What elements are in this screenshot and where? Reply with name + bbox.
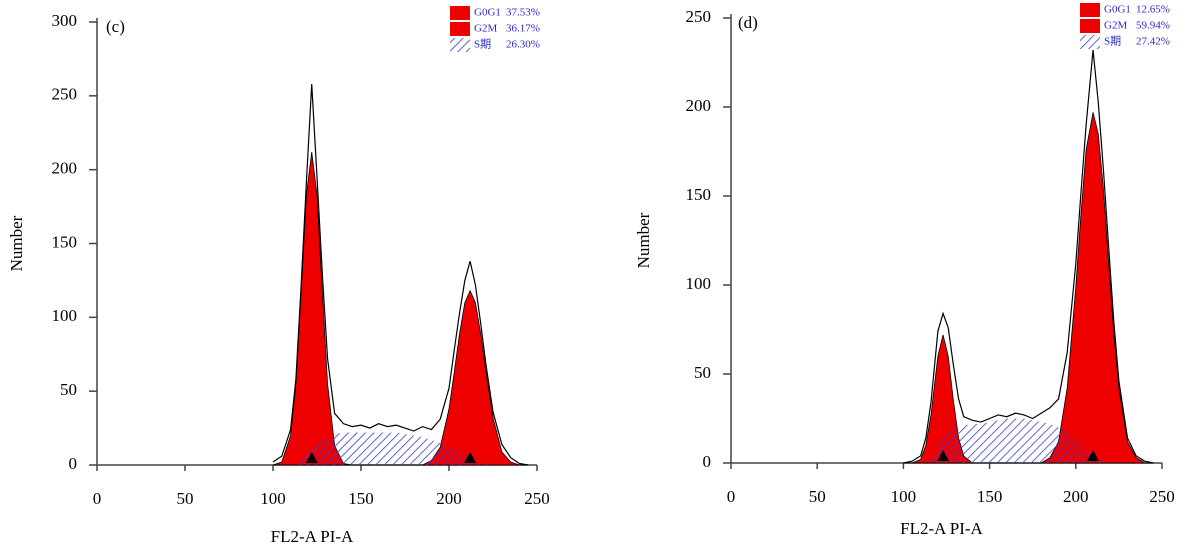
x-tick-label: 0 bbox=[727, 487, 736, 506]
x-axis-title: FL2-A PI-A bbox=[900, 519, 983, 538]
phase-area bbox=[903, 418, 1154, 463]
legend-name: S期 bbox=[1104, 35, 1121, 48]
y-axis-title: Number bbox=[634, 212, 653, 268]
x-tick-label: 200 bbox=[436, 489, 462, 508]
legend-swatch bbox=[1080, 19, 1100, 33]
legend-share: 37.53% bbox=[506, 7, 540, 19]
legend-swatch bbox=[450, 38, 470, 52]
phase-area bbox=[273, 432, 529, 465]
legend-swatch bbox=[450, 22, 470, 36]
y-tick-label: 200 bbox=[686, 96, 712, 115]
x-tick-label: 50 bbox=[809, 487, 826, 506]
legend-share: 27.42% bbox=[1136, 36, 1170, 48]
x-tick-label: 150 bbox=[348, 489, 374, 508]
x-tick-label: 100 bbox=[260, 489, 286, 508]
y-tick-label: 150 bbox=[52, 232, 78, 251]
legend-share: 12.65% bbox=[1136, 4, 1170, 16]
legend-swatch bbox=[1080, 3, 1100, 17]
y-tick-label: 100 bbox=[52, 306, 78, 325]
total-line bbox=[272, 83, 529, 466]
legend-name: S期 bbox=[474, 38, 491, 51]
legend-name: G2M bbox=[474, 23, 497, 35]
y-tick-label: 300 bbox=[52, 11, 78, 30]
panel-label: (d) bbox=[738, 13, 758, 32]
legend-share: 36.17% bbox=[506, 23, 540, 35]
y-tick-label: 50 bbox=[60, 380, 77, 399]
y-tick-label: 250 bbox=[52, 85, 78, 104]
peak-marker bbox=[464, 452, 477, 463]
y-tick-label: 0 bbox=[69, 454, 78, 473]
y-tick-label: 50 bbox=[694, 363, 711, 382]
legend-name: G0G1 bbox=[1104, 4, 1131, 16]
y-axis-title: Number bbox=[7, 215, 26, 271]
x-tick-label: 100 bbox=[891, 487, 917, 506]
y-tick-label: 150 bbox=[686, 185, 712, 204]
total-line bbox=[903, 49, 1154, 464]
legend-name: G0G1 bbox=[474, 7, 501, 19]
legend-name: G2M bbox=[1104, 20, 1127, 32]
y-tick-label: 0 bbox=[703, 452, 712, 471]
x-tick-label: 250 bbox=[524, 489, 550, 508]
legend-share: 59.94% bbox=[1136, 20, 1170, 32]
x-tick-label: 200 bbox=[1063, 487, 1089, 506]
x-tick-label: 150 bbox=[977, 487, 1003, 506]
legend-swatch bbox=[450, 6, 470, 20]
y-tick-label: 250 bbox=[686, 7, 712, 26]
legend-swatch bbox=[1080, 35, 1100, 49]
y-tick-label: 200 bbox=[52, 159, 78, 178]
x-tick-label: 0 bbox=[93, 489, 102, 508]
y-tick-label: 100 bbox=[686, 274, 712, 293]
x-tick-label: 50 bbox=[177, 489, 194, 508]
legend-share: 26.30% bbox=[506, 39, 540, 51]
peak-marker bbox=[1087, 450, 1100, 461]
panel-label: (c) bbox=[106, 17, 125, 36]
x-axis-title: FL2-A PI-A bbox=[271, 527, 354, 546]
x-tick-label: 250 bbox=[1149, 487, 1175, 506]
peak-marker bbox=[937, 450, 950, 461]
peak-marker bbox=[305, 452, 318, 463]
